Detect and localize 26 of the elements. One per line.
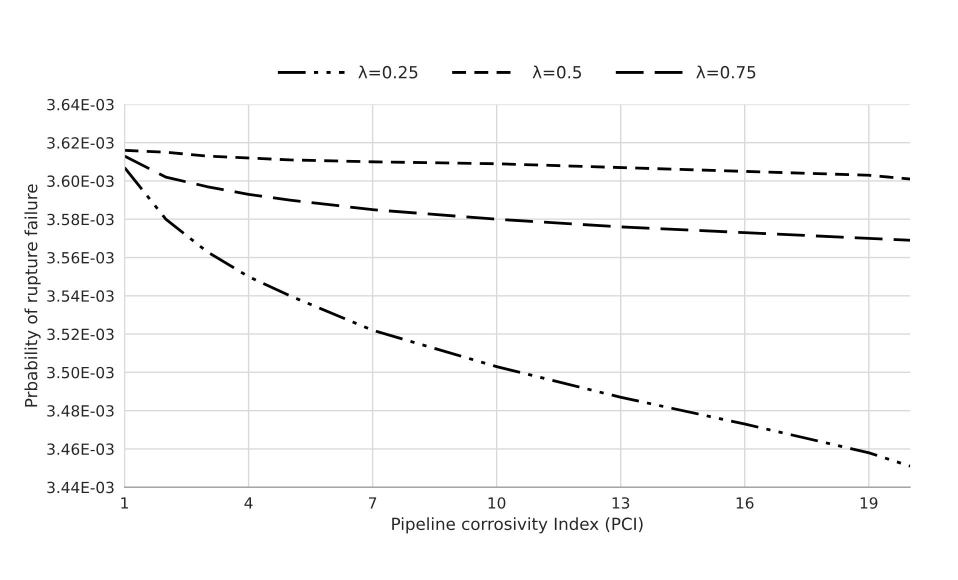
x-tick-label: 19 — [860, 497, 878, 509]
y-tick-label: 3.50E-03 — [47, 366, 114, 378]
line-series — [124, 148, 910, 180]
x-tick-label: 13 — [612, 497, 630, 509]
line-series — [124, 166, 910, 468]
y-tick-label: 3.46E-03 — [47, 443, 114, 455]
y-tick-label: 3.56E-03 — [47, 252, 114, 264]
legend-label: λ=0.75 — [696, 66, 756, 79]
line-series — [124, 154, 910, 242]
y-tick-label: 3.52E-03 — [47, 328, 114, 340]
y-tick-label: 3.44E-03 — [47, 482, 114, 494]
y-tick-label: 3.62E-03 — [47, 137, 114, 149]
x-tick-label: 7 — [369, 497, 376, 509]
x-tick-label: 10 — [488, 497, 506, 509]
x-axis-title: Pipeline corrosivity Index (PCI) — [392, 517, 643, 534]
x-tick-label: 1 — [121, 497, 128, 509]
legend-label: λ=0.5 — [532, 66, 582, 79]
y-axis-title: Prbability of rupture failure — [24, 184, 41, 407]
y-tick-label: 3.54E-03 — [47, 290, 114, 302]
y-tick-label: 3.60E-03 — [47, 175, 114, 187]
legend-label: λ=0.25 — [358, 66, 418, 79]
x-tick-label: 4 — [244, 497, 253, 509]
y-tick-label: 3.64E-03 — [47, 98, 114, 110]
x-tick-label: 16 — [736, 497, 754, 509]
y-tick-label: 3.58E-03 — [47, 214, 114, 226]
y-tick-label: 3.48E-03 — [47, 405, 114, 417]
